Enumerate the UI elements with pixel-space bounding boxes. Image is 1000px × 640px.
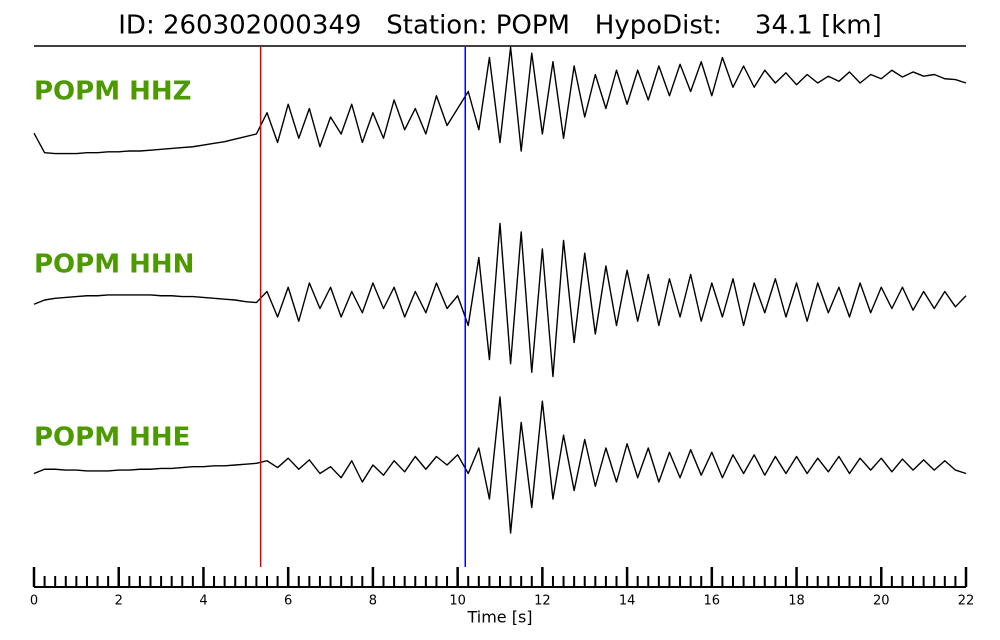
trace-label: POPM HHE [34,423,190,453]
x-tick-label: 22 [958,594,975,609]
waveform [33,396,967,534]
x-tick-label: 10 [449,594,466,609]
x-tick-label: 2 [115,594,123,609]
x-tick-label: 16 [704,594,721,609]
x-tick-label: 12 [534,594,551,609]
x-tick-label: 20 [873,594,890,609]
x-tick-label: 18 [788,594,805,609]
x-tick-label: 0 [30,594,38,609]
chart-title: ID: 260302000349 Station: POPM HypoDist:… [118,11,882,41]
x-axis-label: Time [s] [466,608,532,627]
trace-label: POPM HHZ [34,77,192,107]
x-tick-label: 6 [284,594,292,609]
trace-label: POPM HHN [34,250,194,280]
x-tick-label: 4 [199,594,207,609]
x-tick-label: 8 [369,594,377,609]
x-tick-label: 14 [619,594,636,609]
waveform [33,46,967,155]
waveform [33,222,967,378]
